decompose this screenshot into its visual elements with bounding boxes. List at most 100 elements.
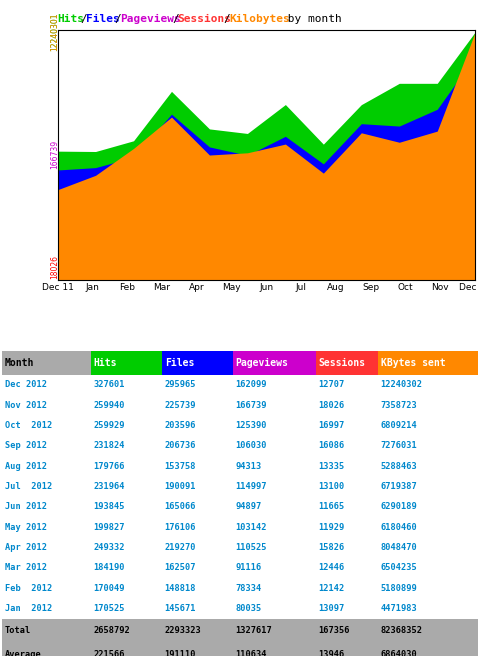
Text: 8048470: 8048470 <box>381 543 418 552</box>
Text: 15826: 15826 <box>318 543 345 552</box>
Text: 259929: 259929 <box>94 421 125 430</box>
Text: Dec 2012: Dec 2012 <box>5 380 47 389</box>
Text: 82368352: 82368352 <box>381 626 422 635</box>
Text: Sessions: Sessions <box>178 14 232 24</box>
Text: 162099: 162099 <box>236 380 267 389</box>
Text: 327601: 327601 <box>94 380 125 389</box>
Text: 12707: 12707 <box>318 380 345 389</box>
Text: Jul  2012: Jul 2012 <box>5 482 52 491</box>
Text: 170525: 170525 <box>94 604 125 613</box>
Text: 12446: 12446 <box>318 564 345 572</box>
Text: 16997: 16997 <box>318 421 345 430</box>
Text: Apr 2012: Apr 2012 <box>5 543 47 552</box>
Text: 13335: 13335 <box>318 462 345 470</box>
Text: 11665: 11665 <box>318 502 345 511</box>
Text: 221566: 221566 <box>94 649 125 656</box>
Text: 203596: 203596 <box>165 421 196 430</box>
Text: Average: Average <box>5 649 42 656</box>
Text: Jun 2012: Jun 2012 <box>5 502 47 511</box>
Text: /: / <box>115 14 121 24</box>
Text: 231964: 231964 <box>94 482 125 491</box>
Text: 13097: 13097 <box>318 604 345 613</box>
Text: Hits: Hits <box>58 14 84 24</box>
Text: 165066: 165066 <box>165 502 196 511</box>
Text: 5180899: 5180899 <box>381 584 418 592</box>
Text: /: / <box>81 14 87 24</box>
Text: 6809214: 6809214 <box>381 421 418 430</box>
Text: /: / <box>172 14 179 24</box>
Text: 179766: 179766 <box>94 462 125 470</box>
Text: 91116: 91116 <box>236 564 262 572</box>
Text: 170049: 170049 <box>94 584 125 592</box>
Text: 231824: 231824 <box>94 441 125 450</box>
Text: 80035: 80035 <box>236 604 262 613</box>
Text: 12142: 12142 <box>318 584 345 592</box>
Text: Files: Files <box>165 358 194 368</box>
Text: 6719387: 6719387 <box>381 482 418 491</box>
Text: 16086: 16086 <box>318 441 345 450</box>
Text: Feb  2012: Feb 2012 <box>5 584 52 592</box>
Text: 219270: 219270 <box>165 543 196 552</box>
Text: Mar 2012: Mar 2012 <box>5 564 47 572</box>
Text: 2658792: 2658792 <box>94 626 131 635</box>
Text: Jan  2012: Jan 2012 <box>5 604 52 613</box>
Text: 11929: 11929 <box>318 523 345 531</box>
Text: 6180460: 6180460 <box>381 523 418 531</box>
Text: 145671: 145671 <box>165 604 196 613</box>
Text: 225739: 225739 <box>165 401 196 409</box>
Text: 18026: 18026 <box>318 401 345 409</box>
Text: 110634: 110634 <box>236 649 267 656</box>
Text: Month: Month <box>5 358 34 368</box>
Text: 191110: 191110 <box>165 649 196 656</box>
Text: 4471983: 4471983 <box>381 604 418 613</box>
Text: 2293323: 2293323 <box>165 626 202 635</box>
Text: 7276031: 7276031 <box>381 441 418 450</box>
Text: 12240302: 12240302 <box>381 380 422 389</box>
Text: 190091: 190091 <box>165 482 196 491</box>
Text: 1327617: 1327617 <box>236 626 273 635</box>
Text: 249332: 249332 <box>94 543 125 552</box>
Text: /: / <box>224 14 230 24</box>
Text: 94313: 94313 <box>236 462 262 470</box>
Text: 184190: 184190 <box>94 564 125 572</box>
Text: Nov 2012: Nov 2012 <box>5 401 47 409</box>
Text: 148818: 148818 <box>165 584 196 592</box>
Text: 193845: 193845 <box>94 502 125 511</box>
Text: 78334: 78334 <box>236 584 262 592</box>
Text: 206736: 206736 <box>165 441 196 450</box>
Text: Files: Files <box>86 14 120 24</box>
Text: 259940: 259940 <box>94 401 125 409</box>
Text: 110525: 110525 <box>236 543 267 552</box>
Text: 6864030: 6864030 <box>381 649 418 656</box>
Text: 7358723: 7358723 <box>381 401 418 409</box>
Text: Sessions: Sessions <box>318 358 365 368</box>
Text: 167356: 167356 <box>318 626 350 635</box>
Text: 166739: 166739 <box>236 401 267 409</box>
Text: KBytes sent: KBytes sent <box>381 358 445 368</box>
Text: 125390: 125390 <box>236 421 267 430</box>
Text: Pageviews: Pageviews <box>236 358 288 368</box>
Text: 6504235: 6504235 <box>381 564 418 572</box>
Text: 114997: 114997 <box>236 482 267 491</box>
Text: 94897: 94897 <box>236 502 262 511</box>
Text: Aug 2012: Aug 2012 <box>5 462 47 470</box>
Text: Oct  2012: Oct 2012 <box>5 421 52 430</box>
Text: 162507: 162507 <box>165 564 196 572</box>
Text: 199827: 199827 <box>94 523 125 531</box>
Text: by month: by month <box>281 14 342 24</box>
Text: 6290189: 6290189 <box>381 502 418 511</box>
Text: 103142: 103142 <box>236 523 267 531</box>
Text: Hits: Hits <box>94 358 117 368</box>
Text: Total: Total <box>5 626 31 635</box>
Text: May 2012: May 2012 <box>5 523 47 531</box>
Text: 176106: 176106 <box>165 523 196 531</box>
Text: 106030: 106030 <box>236 441 267 450</box>
Text: 153758: 153758 <box>165 462 196 470</box>
Text: 295965: 295965 <box>165 380 196 389</box>
Text: Kilobytes: Kilobytes <box>229 14 290 24</box>
Text: 13946: 13946 <box>318 649 345 656</box>
Text: 13100: 13100 <box>318 482 345 491</box>
Text: 5288463: 5288463 <box>381 462 418 470</box>
Text: Sep 2012: Sep 2012 <box>5 441 47 450</box>
Text: Pageviews: Pageviews <box>120 14 181 24</box>
